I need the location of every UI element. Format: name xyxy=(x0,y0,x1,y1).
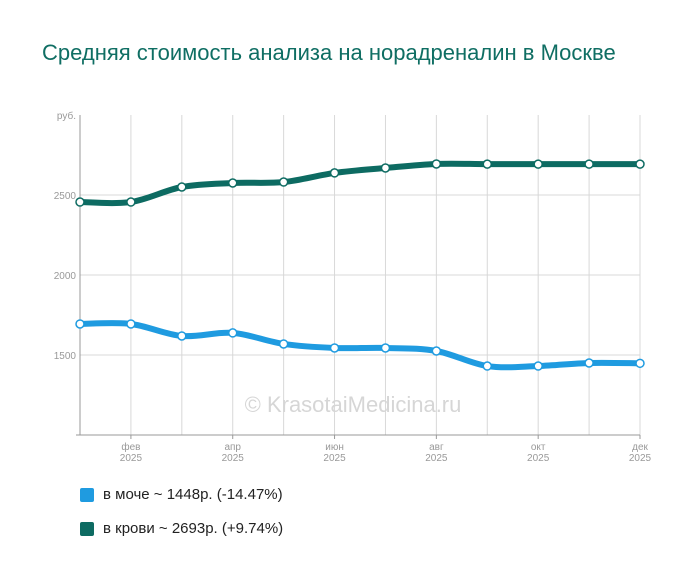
data-point xyxy=(75,319,85,329)
y-tick-label: 2000 xyxy=(54,271,77,282)
data-point xyxy=(227,328,238,338)
x-tick-year: 2025 xyxy=(527,453,550,464)
data-point xyxy=(329,343,340,353)
legend-item-blood[interactable]: в крови ~ 2693р. (+9.74%) xyxy=(80,520,283,537)
x-tick-month: фев xyxy=(121,441,140,453)
y-tick-label: 2500 xyxy=(54,191,77,202)
x-tick-year: 2025 xyxy=(425,453,448,464)
series-line-0 xyxy=(77,320,643,371)
data-point xyxy=(482,159,493,169)
y-axis-unit: руб. xyxy=(57,110,76,122)
x-tick-year: 2025 xyxy=(222,453,245,464)
x-tick-month: июн xyxy=(325,442,344,453)
legend-swatch xyxy=(80,521,94,536)
data-point xyxy=(533,361,543,371)
legend-swatch xyxy=(80,487,94,502)
y-tick-label: 1500 xyxy=(54,351,77,362)
data-point xyxy=(227,178,238,188)
data-point xyxy=(278,339,289,349)
watermark: © KrasotaiMedicina.ru xyxy=(245,392,462,417)
data-point xyxy=(177,182,187,192)
data-point xyxy=(584,358,594,368)
x-tick-year: 2025 xyxy=(629,453,652,464)
legend-item-urine[interactable]: в моче ~ 1448р. (-14.47%) xyxy=(80,486,283,503)
data-point xyxy=(177,331,187,341)
x-tick-year: 2025 xyxy=(323,453,346,464)
data-point xyxy=(329,168,340,178)
data-point xyxy=(635,358,645,369)
data-point xyxy=(635,159,645,169)
data-point xyxy=(431,159,442,169)
x-tick-month: авг xyxy=(429,442,444,453)
data-point xyxy=(584,159,594,169)
x-tick-year: 2025 xyxy=(120,453,143,464)
chart-title: Средняя стоимость анализа на норадренали… xyxy=(42,40,616,65)
data-point xyxy=(533,159,543,169)
data-point xyxy=(380,343,391,353)
data-point xyxy=(278,177,289,187)
data-point xyxy=(482,361,493,371)
x-tick-month: дек xyxy=(632,442,648,453)
data-point xyxy=(380,163,391,173)
x-tick-month: окт xyxy=(531,442,546,453)
data-point xyxy=(126,319,136,329)
data-point xyxy=(431,346,442,356)
data-point xyxy=(75,197,85,207)
legend-label: в моче ~ 1448р. (-14.47%) xyxy=(103,486,283,503)
data-point xyxy=(126,197,136,207)
x-tick-month: апр xyxy=(224,442,241,453)
legend-label: в крови ~ 2693р. (+9.74%) xyxy=(103,520,284,537)
series-line-1 xyxy=(77,160,643,207)
